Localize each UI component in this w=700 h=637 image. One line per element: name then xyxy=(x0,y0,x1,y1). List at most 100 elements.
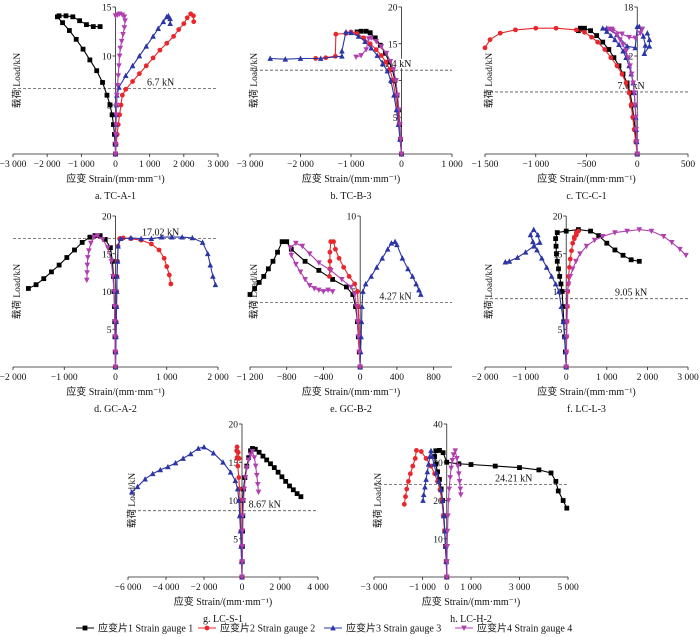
data-point xyxy=(560,498,566,503)
data-point xyxy=(406,478,411,484)
x-tick-label: 0 xyxy=(635,160,640,170)
data-point xyxy=(114,92,120,99)
data-point xyxy=(236,475,242,480)
data-point xyxy=(660,233,667,240)
data-point xyxy=(114,258,121,264)
x-axis-label: 应变 Strain/(mm·mm⁻¹) xyxy=(537,385,636,398)
data-point xyxy=(608,32,614,38)
data-point xyxy=(378,53,384,58)
data-point xyxy=(564,505,570,511)
data-point xyxy=(25,286,31,291)
series-line xyxy=(270,31,403,155)
data-point xyxy=(112,349,119,355)
data-point xyxy=(506,258,513,264)
data-point xyxy=(527,231,534,238)
y-axis-label: 载荷 Load/kN xyxy=(483,53,495,108)
data-point xyxy=(157,466,164,473)
data-point xyxy=(455,463,461,470)
data-point xyxy=(240,513,246,519)
data-point xyxy=(220,459,226,465)
data-point xyxy=(171,34,176,39)
data-point xyxy=(405,265,411,272)
data-point xyxy=(84,277,90,284)
data-point xyxy=(114,83,121,89)
data-point xyxy=(445,513,451,519)
series-line xyxy=(484,27,638,155)
data-point xyxy=(409,273,416,279)
data-point xyxy=(633,127,640,133)
data-point xyxy=(357,364,363,370)
data-point xyxy=(316,267,322,273)
data-point xyxy=(482,45,488,51)
x-tick-label: −400 xyxy=(314,373,334,383)
data-point xyxy=(129,62,136,69)
data-point xyxy=(297,55,304,61)
data-point xyxy=(287,483,292,489)
chart-title: h. LC-H-2 xyxy=(450,614,492,625)
y-axis-label: 载荷 Load/kN xyxy=(11,53,23,108)
data-point xyxy=(630,80,636,86)
x-tick-label: 0 xyxy=(444,583,449,593)
y-axis-label: 载荷 Load/kN xyxy=(248,53,260,108)
data-point xyxy=(293,261,299,268)
data-point xyxy=(373,47,379,53)
y-axis-label: 载荷 Load/kN xyxy=(126,473,138,528)
y-axis-label: 载荷 Load/kN xyxy=(483,264,495,319)
data-point xyxy=(530,243,537,249)
data-point xyxy=(112,364,119,370)
chart-title: e. GC-B-2 xyxy=(330,404,372,415)
data-point xyxy=(358,318,365,325)
data-point xyxy=(633,139,640,145)
data-point xyxy=(543,264,550,270)
data-point xyxy=(160,18,167,25)
data-point xyxy=(363,28,369,34)
data-point xyxy=(556,288,562,294)
series-line xyxy=(289,242,361,368)
data-point xyxy=(560,318,567,325)
legend: 应变片1 Strain gauge 1 应变片2 Strain gauge 2 应变… xyxy=(76,622,572,635)
data-point xyxy=(372,35,378,41)
data-point xyxy=(533,25,539,31)
data-point xyxy=(108,258,115,265)
y-tick-label: 20 xyxy=(102,213,112,223)
data-point xyxy=(416,286,422,293)
data-point xyxy=(265,266,271,272)
data-point xyxy=(437,447,442,453)
data-point xyxy=(239,559,245,565)
x-tick-label: −1 000 xyxy=(522,160,549,170)
data-point xyxy=(383,50,390,57)
data-point xyxy=(404,486,410,492)
data-point xyxy=(268,461,273,467)
data-point xyxy=(637,30,644,37)
data-point xyxy=(437,477,442,482)
data-point xyxy=(113,102,120,108)
series-line xyxy=(355,37,403,155)
data-point xyxy=(99,237,106,243)
data-point xyxy=(320,289,327,295)
data-point xyxy=(327,274,332,279)
x-tick-label: −500 xyxy=(577,160,597,170)
data-point xyxy=(433,461,439,467)
data-point xyxy=(362,280,369,287)
data-point xyxy=(64,255,70,260)
data-point xyxy=(668,240,675,246)
data-point xyxy=(256,280,262,285)
data-point xyxy=(84,270,90,276)
y-axis-label: 载荷 Load/kN xyxy=(11,264,23,319)
chart-title: g. LC-S-1 xyxy=(203,614,243,625)
data-point xyxy=(199,239,206,245)
data-point xyxy=(573,232,579,238)
data-point xyxy=(327,249,333,255)
data-point xyxy=(299,243,306,250)
data-point xyxy=(195,445,202,451)
y-tick-label: 18 xyxy=(624,4,634,14)
data-point xyxy=(279,239,285,245)
data-point xyxy=(646,43,653,49)
data-point xyxy=(614,63,620,69)
data-point xyxy=(350,292,356,297)
data-point xyxy=(156,247,162,253)
data-point xyxy=(513,27,518,33)
data-point xyxy=(117,45,124,52)
